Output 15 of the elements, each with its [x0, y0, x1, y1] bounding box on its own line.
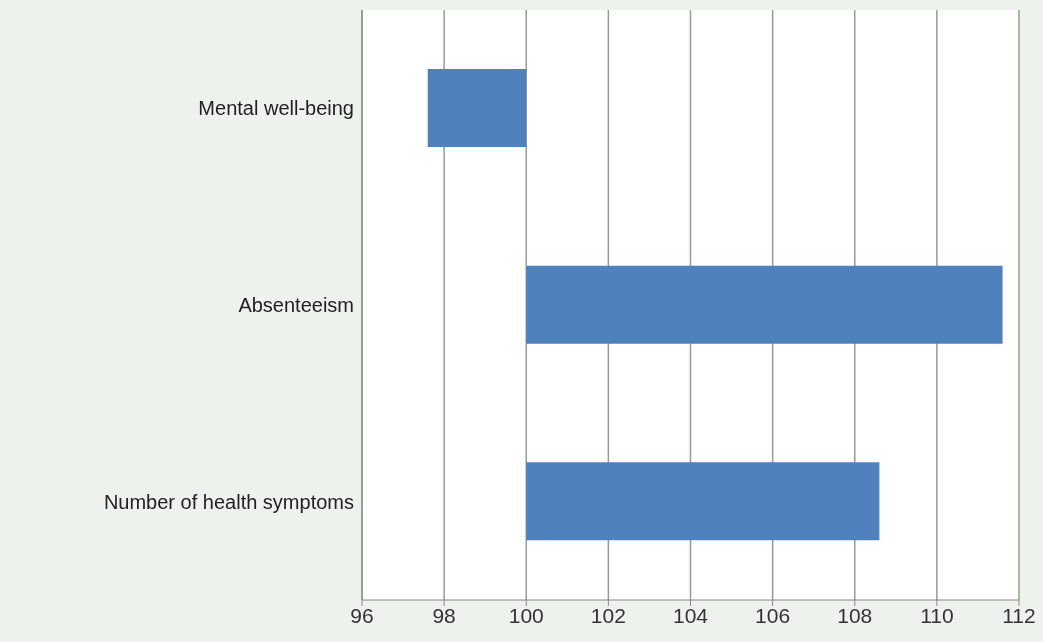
x-tick-label: 108 [837, 603, 873, 627]
x-tick-label: 96 [350, 603, 374, 627]
x-tick-label: 98 [432, 603, 456, 627]
bar [427, 69, 527, 147]
x-tick-label: 102 [590, 603, 626, 627]
x-tick-label: 106 [755, 603, 791, 627]
bar [526, 265, 1003, 344]
bar [526, 462, 880, 541]
y-tick-label: Number of health symptoms [103, 490, 354, 513]
y-tick-label: Absenteeism [238, 294, 354, 317]
y-tick-label: Mental well-being [198, 97, 354, 120]
x-tick-label: 100 [508, 603, 544, 627]
x-tick-label: 110 [920, 603, 954, 627]
x-tick-label: 112 [1002, 603, 1036, 627]
x-tick-label: 104 [672, 603, 709, 627]
